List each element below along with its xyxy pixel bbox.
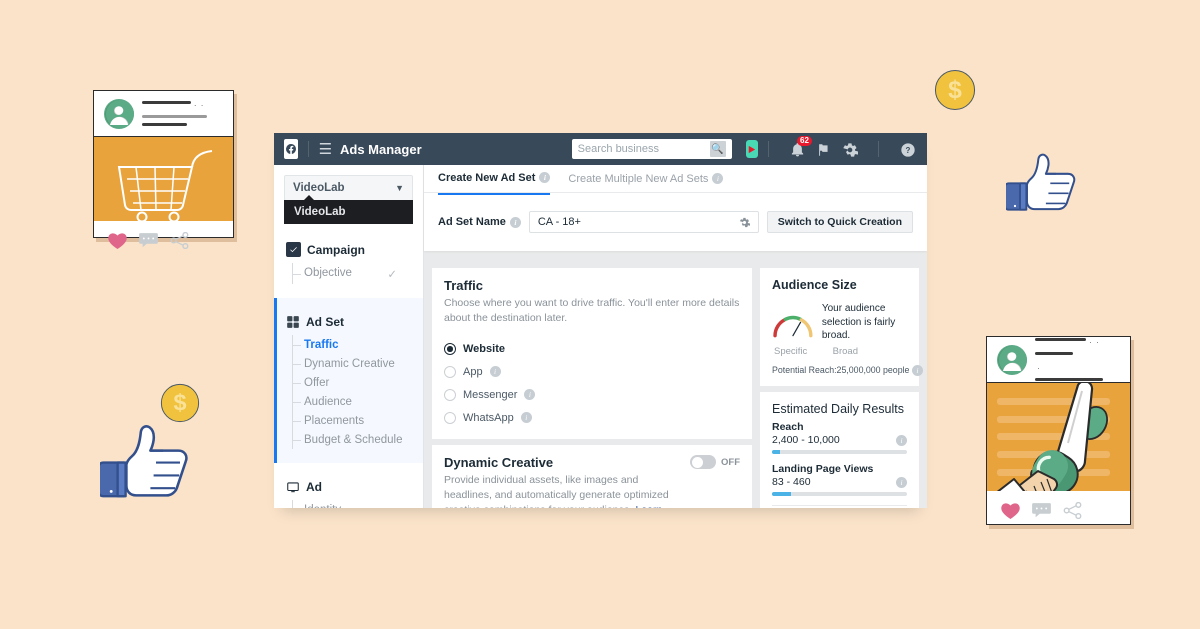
svg-text:?: ? [906,145,911,154]
svg-text:$: $ [173,390,186,416]
svg-text:$: $ [948,77,962,104]
